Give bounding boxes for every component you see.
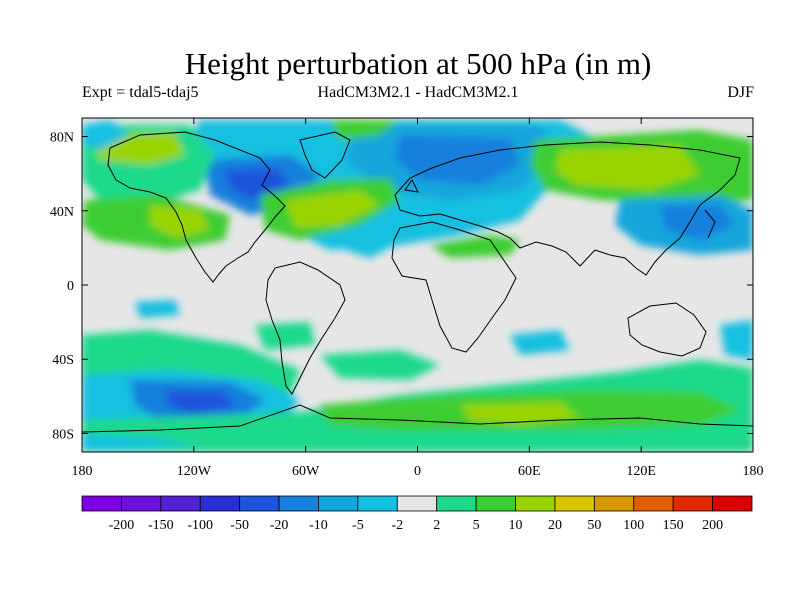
region-positive-asia-core — [555, 145, 700, 190]
region-negative-nepacific — [82, 120, 130, 150]
colorbar-swatch — [81, 495, 122, 512]
colorbar-swatch — [239, 495, 280, 512]
colorbar-swatch — [633, 495, 674, 512]
colorbar-label: -5 — [352, 518, 364, 533]
colorbar-label: -10 — [309, 518, 328, 533]
colorbar-swatch — [278, 495, 319, 512]
region-negative-atlantic-sub — [340, 225, 395, 258]
colorbar-label: 150 — [663, 518, 684, 533]
colorbar-swatch — [475, 495, 516, 512]
region-positive-tropical-ep — [255, 322, 315, 350]
colorbar-swatch — [554, 495, 595, 512]
colorbar-label: 2 — [433, 518, 440, 533]
colorbar-label: -50 — [230, 518, 249, 533]
colorbar-label: 100 — [623, 518, 644, 533]
x-tick-label: 60W — [292, 464, 320, 479]
coast-eurasia — [394, 141, 741, 276]
colorbar-swatch — [712, 495, 753, 512]
colorbar-label: -2 — [391, 518, 403, 533]
colorbar-label: 50 — [587, 518, 601, 533]
colorbar-swatch — [593, 495, 635, 512]
x-axis: 180 120W 60W 0 60E 120E 180 — [72, 118, 764, 479]
y-tick-label: 80N — [50, 131, 74, 146]
coast-uk — [404, 179, 419, 193]
colorbar-swatch — [160, 495, 201, 512]
colorbar-label: -150 — [148, 518, 174, 533]
coast-north-america — [107, 131, 286, 283]
region-positive-mideast — [430, 235, 520, 258]
map-title: Height perturbation at 500 hPa (in m) — [184, 46, 652, 81]
colorbar-swatch — [121, 495, 162, 512]
y-tick-label: 80S — [52, 427, 74, 442]
y-tick-label: 0 — [67, 279, 74, 294]
coast-australia — [627, 302, 707, 357]
region-positive-arctic-rim — [330, 120, 400, 140]
experiment-label: Expt = tdal5-tdaj5 — [82, 84, 199, 101]
x-tick-label: 60E — [518, 464, 541, 479]
x-tick-label: 0 — [414, 464, 421, 479]
colorbar-swatch — [396, 495, 438, 512]
region-positive-south-indian — [320, 350, 440, 380]
season-label: DJF — [727, 84, 754, 101]
colorbar-swatch — [318, 495, 359, 512]
colorbar-label: -100 — [187, 518, 213, 533]
y-axis: 80N 40N 0 40S 80S — [50, 131, 753, 442]
x-tick-label: 120E — [626, 464, 656, 479]
colorbar-label: 5 — [473, 518, 480, 533]
y-tick-label: 40S — [52, 353, 74, 368]
region-positive-antarctic-max — [460, 402, 580, 425]
colorbar-label: 20 — [548, 518, 562, 533]
region-negative-na-core — [225, 168, 290, 200]
colorbar-swatch — [436, 495, 477, 512]
coast-greenland — [299, 131, 351, 179]
coast-south-america — [265, 261, 346, 395]
region-negative-southern-ocean-deep — [165, 390, 235, 414]
coast-antarctica — [82, 404, 753, 433]
region-negative-antarctic-edge — [82, 435, 200, 450]
coastlines — [82, 131, 753, 433]
x-tick-label: 180 — [72, 464, 93, 479]
y-tick-label: 40N — [50, 205, 74, 220]
region-negative-arctic-core — [395, 135, 520, 185]
coast-japan — [704, 209, 716, 239]
colorbar-label: -20 — [270, 518, 289, 533]
x-tick-label: 180 — [743, 464, 764, 479]
region-negative-tropical-pacific — [135, 300, 180, 318]
height-field — [82, 118, 753, 452]
coast-africa — [391, 221, 517, 353]
region-negative-nw-pacific-core — [660, 205, 735, 240]
colorbar-label: 200 — [702, 518, 723, 533]
colorbar-swatch — [515, 495, 556, 512]
colorbar-swatch — [199, 495, 241, 512]
region-negative-indian — [510, 330, 570, 355]
colorbar-label: -200 — [109, 518, 135, 533]
colorbar-label: 10 — [509, 518, 523, 533]
model-label: HadCM3M2.1 - HadCM3M2.1 — [317, 84, 519, 101]
colorbar: -200 -150 -100 -50 -20 -10 -5 -2 2 5 10 20 50 100 150 2… — [81, 495, 753, 533]
region-negative-south-atl — [720, 320, 753, 360]
region-positive-atlantic-core — [285, 190, 380, 228]
colorbar-swatch — [672, 495, 713, 512]
x-tick-label: 120W — [177, 464, 212, 479]
colorbar-swatch — [357, 495, 398, 512]
